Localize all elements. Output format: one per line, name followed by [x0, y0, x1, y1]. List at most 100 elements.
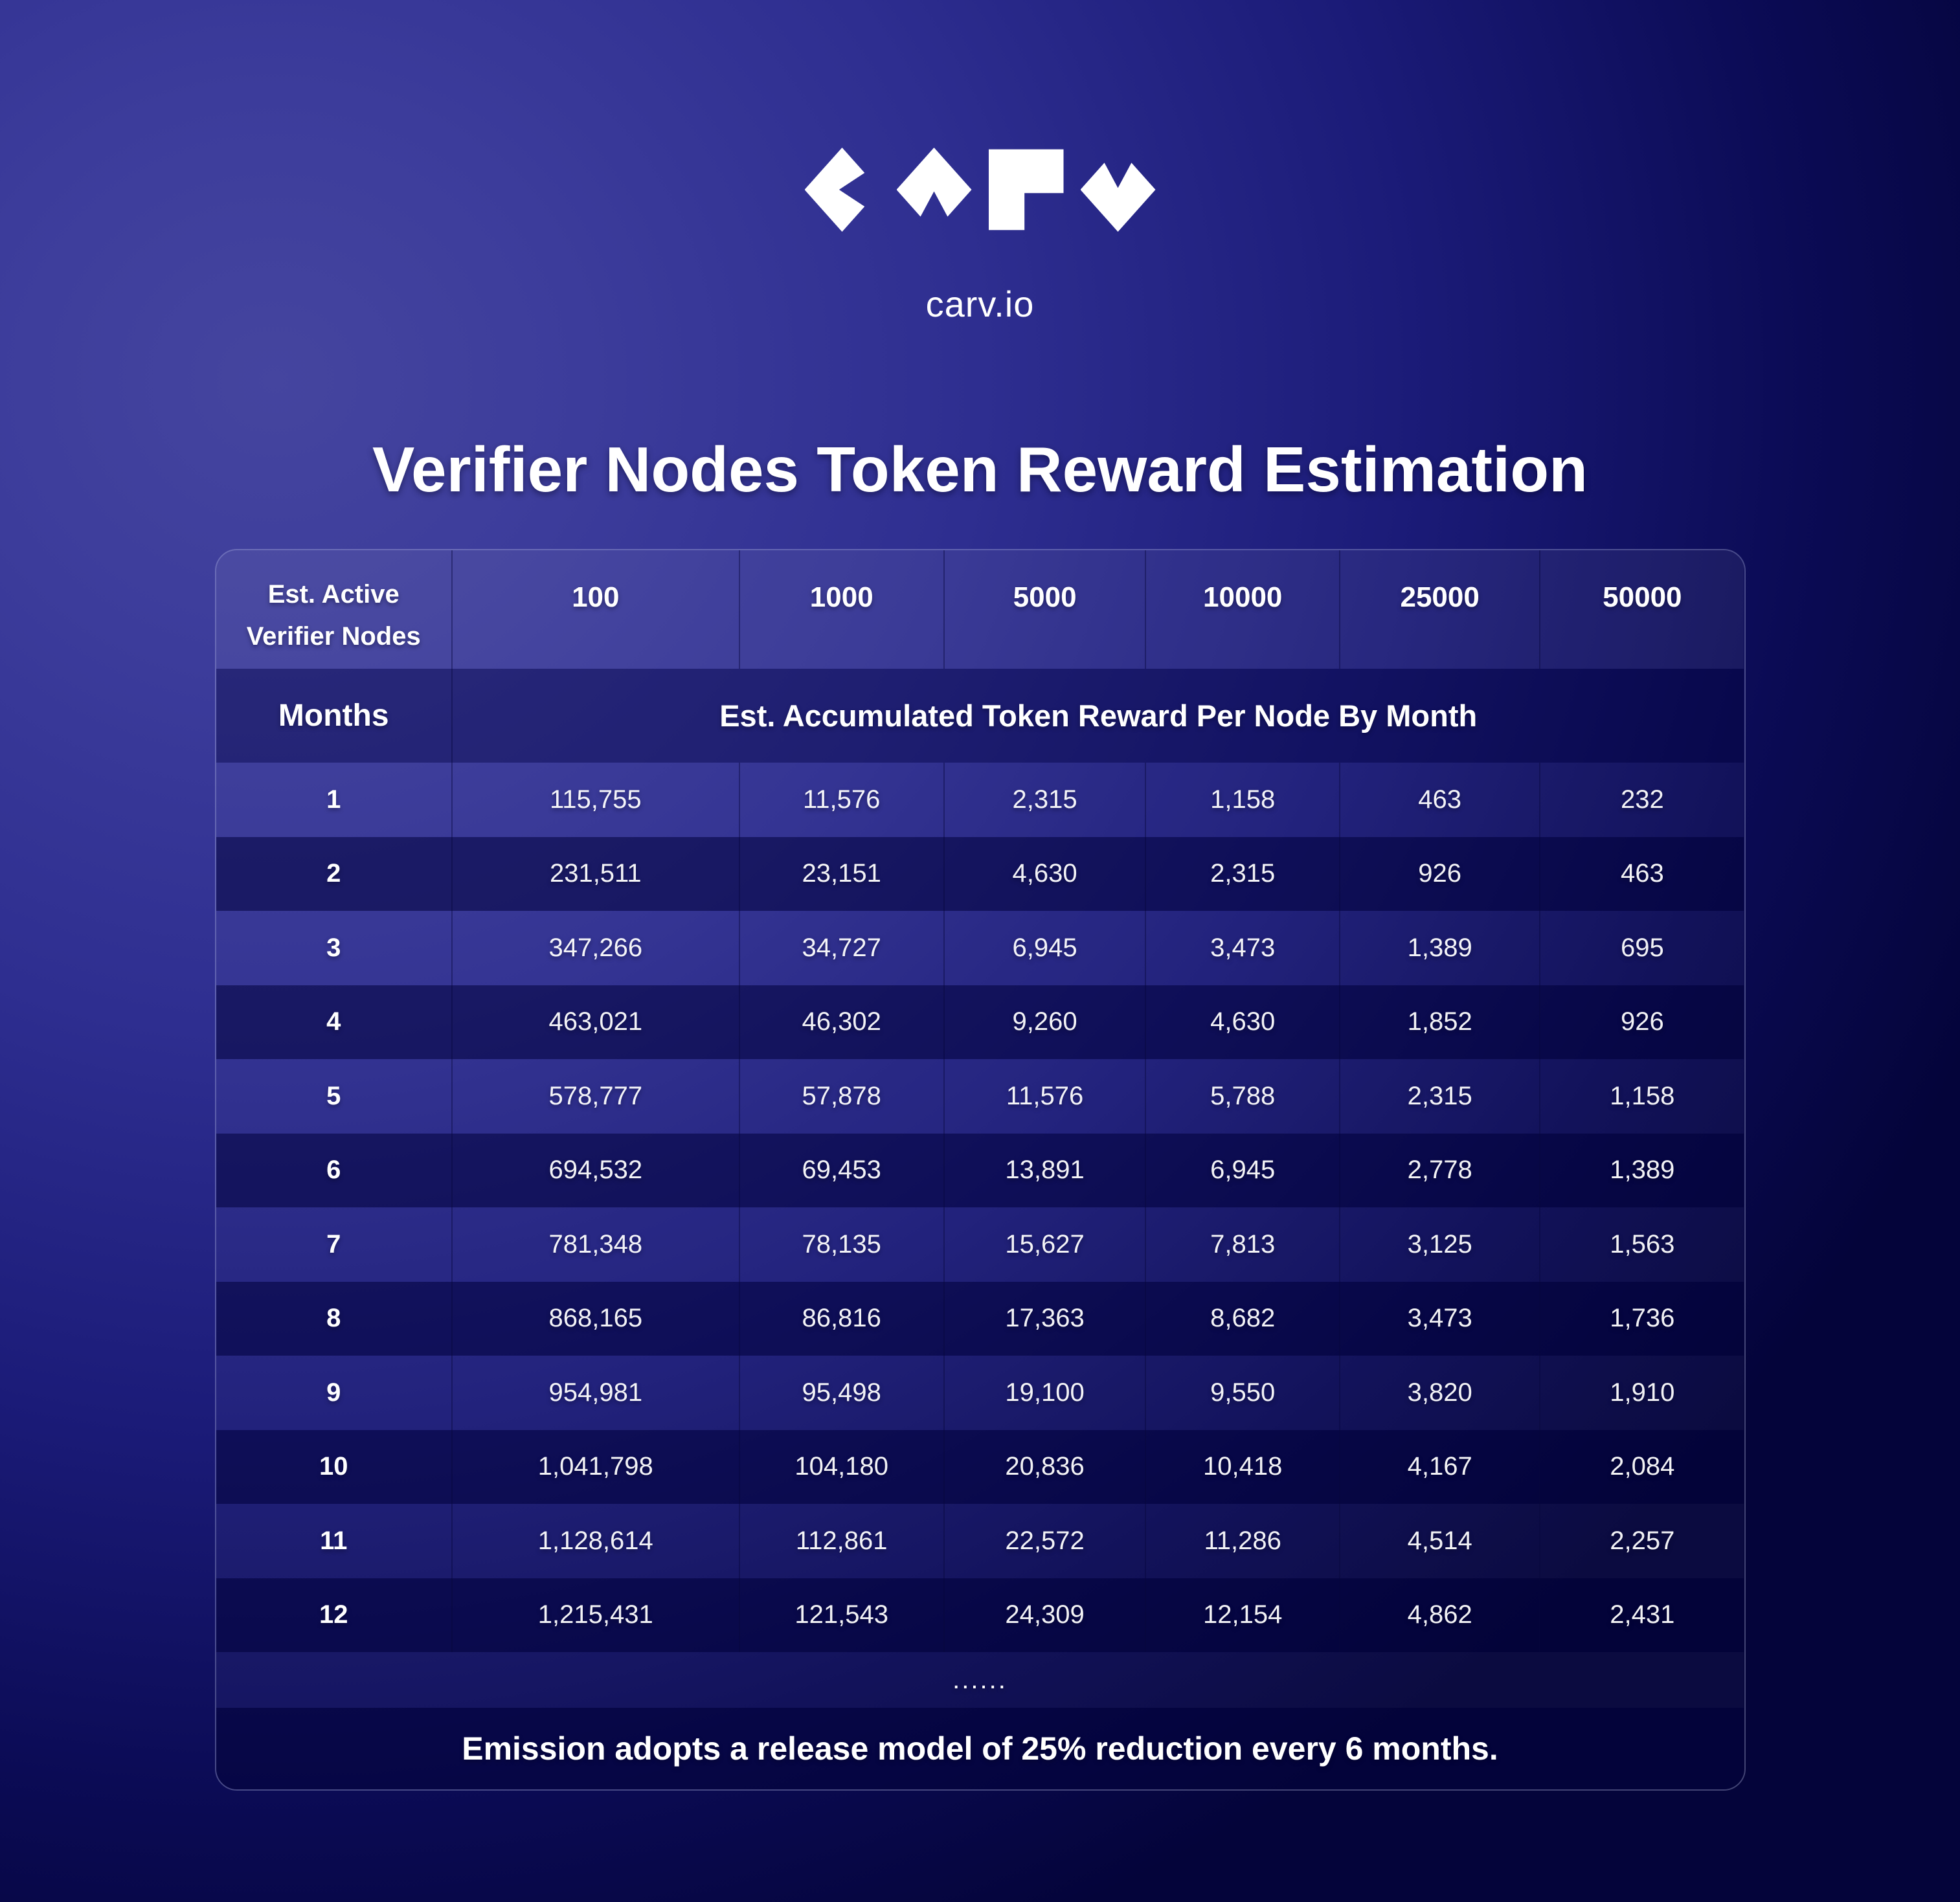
node-count-header: 5000 — [943, 550, 1145, 669]
value-cell: 3,125 — [1339, 1207, 1539, 1282]
logo-glyph-r-icon — [988, 149, 1064, 230]
value-cell: 4,167 — [1339, 1429, 1540, 1504]
value-cell: 46,302 — [738, 985, 943, 1059]
logo-glyph-a-icon — [896, 148, 972, 217]
value-cell: 578,777 — [451, 1059, 739, 1134]
month-cell: 5 — [216, 1059, 451, 1134]
logo-glyph-v-icon — [1080, 162, 1156, 232]
month-cell: 9 — [216, 1356, 451, 1430]
value-cell: 11,286 — [1145, 1504, 1339, 1578]
month-cell: 7 — [216, 1207, 451, 1282]
page-title: Verifier Nodes Token Reward Estimation — [372, 434, 1588, 505]
value-cell: 2,084 — [1539, 1429, 1744, 1504]
corner-header: Est. Active Verifier Nodes — [216, 550, 451, 669]
value-cell: 2,778 — [1339, 1133, 1540, 1207]
value-cell: 95,498 — [738, 1356, 943, 1430]
month-cell: 1 — [216, 763, 451, 837]
value-cell: 121,543 — [738, 1578, 943, 1652]
value-cell: 926 — [1539, 985, 1744, 1059]
value-cell: 4,630 — [943, 836, 1145, 911]
carv-logo — [0, 148, 1960, 232]
value-cell: 13,891 — [943, 1133, 1145, 1207]
value-cell: 104,180 — [738, 1429, 943, 1504]
value-cell: 1,389 — [1539, 1133, 1744, 1207]
value-cell: 1,128,614 — [451, 1504, 739, 1578]
value-cell: 1,215,431 — [451, 1578, 739, 1652]
value-cell: 1,041,798 — [451, 1429, 739, 1504]
value-cell: 232 — [1539, 763, 1744, 837]
value-cell: 1,736 — [1539, 1281, 1744, 1356]
node-count-header: 1000 — [738, 550, 943, 669]
month-cell: 4 — [216, 985, 451, 1059]
value-cell: 1,158 — [1145, 763, 1339, 837]
footnote-cell: Emission adopts a release model of 25% r… — [216, 1708, 1744, 1789]
value-cell: 19,100 — [943, 1356, 1145, 1430]
value-cell: 12,154 — [1145, 1578, 1340, 1652]
value-cell: 78,135 — [738, 1207, 943, 1282]
node-count-header: 100 — [451, 550, 739, 669]
value-cell: 926 — [1339, 836, 1540, 911]
value-cell: 2,315 — [1145, 836, 1340, 911]
months-label: Months — [216, 669, 451, 763]
month-cell: 10 — [216, 1429, 451, 1504]
value-cell: 2,315 — [943, 763, 1145, 837]
value-cell: 69,453 — [738, 1133, 943, 1207]
value-cell: 1,389 — [1339, 911, 1539, 985]
value-cell: 86,816 — [738, 1281, 943, 1356]
value-cell: 112,861 — [738, 1504, 943, 1578]
value-cell: 463 — [1339, 763, 1539, 837]
value-cell: 9,260 — [943, 985, 1145, 1059]
value-cell: 2,431 — [1539, 1578, 1744, 1652]
value-cell: 4,630 — [1145, 985, 1340, 1059]
value-cell: 868,165 — [451, 1281, 739, 1356]
node-count-header: 25000 — [1339, 550, 1540, 669]
value-cell: 10,418 — [1145, 1429, 1340, 1504]
value-cell: 463,021 — [451, 985, 739, 1059]
month-cell: 2 — [216, 836, 451, 911]
value-cell: 115,755 — [451, 763, 739, 837]
value-cell: 11,576 — [943, 1059, 1145, 1134]
month-cell: 6 — [216, 1133, 451, 1207]
value-cell: 6,945 — [943, 911, 1145, 985]
value-cell: 5,788 — [1145, 1059, 1339, 1134]
value-cell: 3,473 — [1339, 1281, 1540, 1356]
node-count-header: 10000 — [1145, 550, 1340, 669]
value-cell: 3,820 — [1339, 1356, 1539, 1430]
brand-domain: carv.io — [925, 284, 1035, 324]
value-cell: 8,682 — [1145, 1281, 1340, 1356]
corner-header-line2: Verifier Nodes — [246, 621, 421, 651]
value-cell: 9,550 — [1145, 1356, 1339, 1430]
value-cell: 347,266 — [451, 911, 739, 985]
value-cell: 24,309 — [943, 1578, 1145, 1652]
value-cell: 23,151 — [738, 836, 943, 911]
value-cell: 20,836 — [943, 1429, 1145, 1504]
value-cell: 1,563 — [1539, 1207, 1744, 1282]
value-cell: 6,945 — [1145, 1133, 1340, 1207]
value-cell: 695 — [1539, 911, 1744, 985]
month-cell: 8 — [216, 1281, 451, 1356]
value-cell: 781,348 — [451, 1207, 739, 1282]
month-cell: 3 — [216, 911, 451, 985]
value-cell: 17,363 — [943, 1281, 1145, 1356]
node-count-header: 50000 — [1539, 550, 1744, 669]
value-cell: 4,862 — [1339, 1578, 1540, 1652]
month-cell: 12 — [216, 1578, 451, 1652]
value-cell: 34,727 — [738, 911, 943, 985]
value-cell: 57,878 — [738, 1059, 943, 1134]
value-cell: 2,315 — [1339, 1059, 1539, 1134]
value-cell: 954,981 — [451, 1356, 739, 1430]
value-cell: 1,852 — [1339, 985, 1540, 1059]
reward-header: Est. Accumulated Token Reward Per Node B… — [451, 669, 1744, 763]
corner-header-line1: Est. Active — [267, 580, 400, 609]
value-cell: 1,910 — [1539, 1356, 1744, 1430]
month-cell: 11 — [216, 1504, 451, 1578]
value-cell: 11,576 — [738, 763, 943, 837]
value-cell: 22,572 — [943, 1504, 1145, 1578]
logo-glyph-c-icon — [804, 148, 865, 232]
value-cell: 2,257 — [1539, 1504, 1744, 1578]
value-cell: 463 — [1539, 836, 1744, 911]
ellipsis-cell: ...... — [216, 1652, 1744, 1708]
value-cell: 15,627 — [943, 1207, 1145, 1282]
value-cell: 7,813 — [1145, 1207, 1339, 1282]
